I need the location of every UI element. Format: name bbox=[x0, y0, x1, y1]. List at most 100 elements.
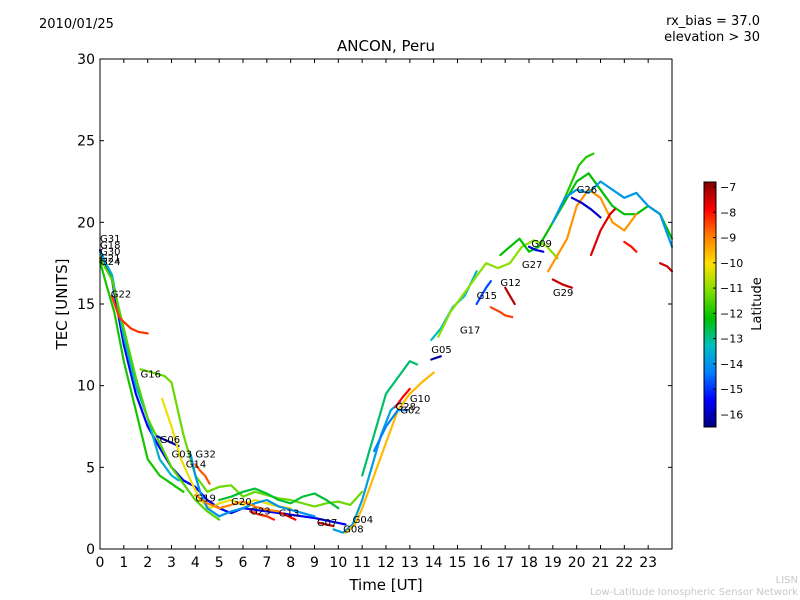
x-tick-label: 8 bbox=[286, 555, 295, 571]
series-line-g30 bbox=[98, 257, 221, 521]
curve-label-g03: G03 bbox=[172, 450, 192, 461]
curve-label-g20: G20 bbox=[231, 497, 251, 508]
x-tick-label: 6 bbox=[239, 555, 248, 571]
curve-label-g22: G22 bbox=[111, 289, 131, 300]
x-tick-label: 23 bbox=[639, 555, 657, 571]
series-line-g23 bbox=[249, 510, 276, 521]
series-line-g22 bbox=[110, 294, 149, 335]
series-line-g04 bbox=[344, 371, 435, 534]
curve-label-g27: G27 bbox=[522, 260, 542, 271]
curve-label-g26: G26 bbox=[577, 185, 597, 196]
curve-label-g10: G10 bbox=[410, 394, 430, 405]
curve-label-g23: G23 bbox=[250, 507, 270, 518]
y-tick-label: 20 bbox=[77, 215, 95, 231]
series-line-g20 bbox=[218, 487, 340, 510]
series-line-g12b bbox=[504, 286, 516, 306]
curve-label-g32: G32 bbox=[195, 450, 215, 461]
series-line-g26e bbox=[623, 240, 638, 253]
curve-label-g08: G08 bbox=[343, 525, 363, 536]
curve-label-g12: G12 bbox=[500, 278, 520, 289]
curve-label-g31: G31 bbox=[100, 234, 120, 245]
curve-label-g18: G18 bbox=[100, 240, 120, 251]
series-line-g29 bbox=[546, 188, 638, 273]
watermark-line-2: Low-Latitude Ionospheric Sensor Network bbox=[590, 587, 798, 598]
x-tick-label: 20 bbox=[568, 555, 586, 571]
rx-bias-text: rx_bias = 37.0 bbox=[666, 14, 760, 29]
series-line-g15 bbox=[475, 280, 492, 306]
colorbar-tick-label: −13 bbox=[720, 333, 743, 346]
series-line-g03 bbox=[160, 397, 292, 510]
series-line-g19 bbox=[194, 494, 280, 513]
x-tick-label: 21 bbox=[592, 555, 610, 571]
latitude-colorbar: −7 −8 −9 −10 −11 −12 −13 −14 −15 −16 bbox=[703, 181, 743, 428]
colorbar-tick-label: −9 bbox=[720, 232, 736, 245]
series-line-g05 bbox=[430, 355, 442, 361]
curve-label-g17: G17 bbox=[460, 325, 480, 336]
curve-label-g30: G30 bbox=[100, 247, 120, 258]
series-line-g10 bbox=[394, 387, 411, 408]
x-tick-label: 9 bbox=[310, 555, 319, 571]
x-axis-label: Time [UT] bbox=[348, 576, 422, 594]
parameters-annotation: rx_bias = 37.0 elevation > 30 bbox=[664, 14, 760, 46]
colorbar-tick-label: −11 bbox=[720, 282, 743, 295]
x-tick-label: 4 bbox=[191, 555, 200, 571]
series-line-g21 bbox=[98, 260, 185, 493]
colorbar-tick-label: −7 bbox=[720, 181, 736, 194]
series-line-g18 bbox=[98, 250, 180, 482]
curve-label-g24: G24 bbox=[100, 257, 120, 268]
curve-label-g19: G19 bbox=[195, 494, 215, 505]
x-tick-label: 7 bbox=[262, 555, 271, 571]
curve-label-g09: G09 bbox=[531, 239, 551, 250]
series-line-g26b bbox=[551, 180, 674, 248]
x-tick-label: 10 bbox=[329, 555, 347, 571]
series-line-g26 bbox=[563, 152, 595, 199]
colorbar-tick-label: −8 bbox=[720, 206, 736, 219]
colorbar-tick-label: −15 bbox=[720, 383, 743, 396]
series-line-g13 bbox=[280, 511, 297, 521]
x-tick-label: 14 bbox=[425, 555, 443, 571]
series-line-g14 bbox=[194, 463, 211, 485]
x-tick-label: 17 bbox=[496, 555, 514, 571]
curve-label-g05: G05 bbox=[431, 345, 451, 356]
x-tick-label: 11 bbox=[353, 555, 371, 571]
curve-label-g14: G14 bbox=[186, 459, 206, 470]
x-tick-label: 5 bbox=[215, 555, 224, 571]
x-tick-label: 19 bbox=[544, 555, 562, 571]
y-tick-label: 10 bbox=[77, 379, 95, 395]
x-tick-label: 1 bbox=[119, 555, 128, 571]
series-line-g06 bbox=[156, 435, 180, 448]
series-line-g29b bbox=[551, 278, 574, 289]
series-line-g12 bbox=[489, 306, 514, 319]
x-tick-label: 0 bbox=[96, 555, 105, 571]
x-tick-label: 15 bbox=[449, 555, 467, 571]
watermark-line-1: LISN bbox=[775, 575, 798, 586]
y-tick-label: 15 bbox=[77, 297, 95, 313]
curve-label-g15: G15 bbox=[477, 291, 497, 302]
elevation-text: elevation > 30 bbox=[664, 30, 760, 45]
x-tick-label: 18 bbox=[520, 555, 538, 571]
colorbar-tick-label: −16 bbox=[720, 408, 743, 421]
axes: 0 1 2 3 4 5 6 7 8 9 10 11 12 13 14 15 16 17 18 19 20 21 22 2305… bbox=[77, 52, 672, 571]
series-line-g27 bbox=[499, 172, 674, 257]
series-line-g26d bbox=[589, 208, 616, 257]
x-tick-label: 12 bbox=[377, 555, 395, 571]
series-line-g17 bbox=[437, 239, 559, 338]
y-axis-label: TEC [UNITS] bbox=[53, 259, 71, 351]
colorbar-tick-label: −14 bbox=[720, 358, 743, 371]
curve-label-g04: G04 bbox=[353, 515, 373, 526]
y-tick-label: 30 bbox=[77, 52, 95, 68]
colorbar-tick-label: −10 bbox=[720, 257, 743, 270]
curve-label-g28: G28 bbox=[396, 402, 416, 413]
x-tick-label: 22 bbox=[615, 555, 633, 571]
curve-label-g29: G29 bbox=[553, 288, 573, 299]
x-tick-label: 16 bbox=[472, 555, 490, 571]
curve-label-g13: G13 bbox=[279, 508, 299, 519]
x-tick-label: 13 bbox=[401, 555, 419, 571]
y-tick-label: 0 bbox=[86, 542, 95, 558]
curve-label-g06: G06 bbox=[160, 435, 180, 446]
series-line-g08 bbox=[332, 400, 402, 534]
colorbar-gradient bbox=[703, 181, 717, 428]
curve-label-g16: G16 bbox=[141, 370, 161, 381]
